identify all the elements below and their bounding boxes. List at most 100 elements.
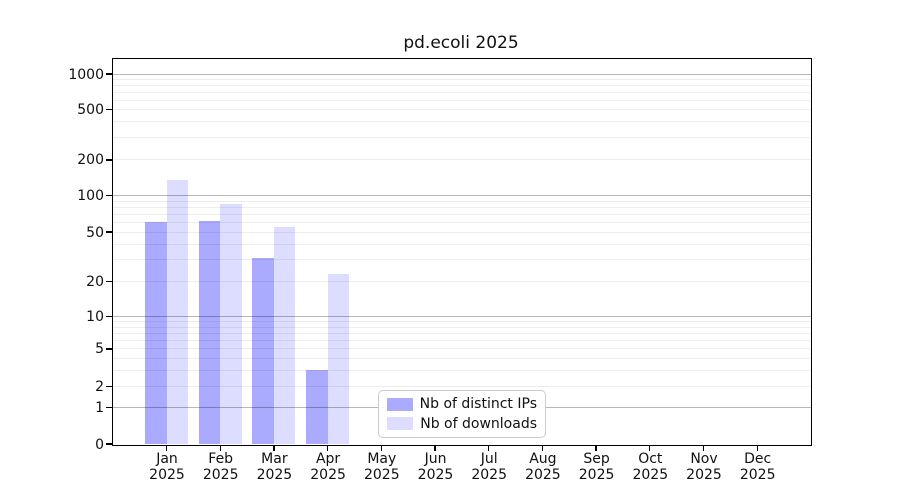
y-tick-50 [106,231,112,233]
gridline-minor [113,99,811,101]
x-tick-aug [541,445,544,451]
y-tick-100 [106,195,112,197]
y-tick-label-1000: 1000 [68,66,104,83]
y-tick-label-1: 1 [95,399,104,416]
x-tick-nov [702,445,705,451]
gridline-minor [113,259,811,261]
year-label: 2025 [686,467,722,483]
x-tick-label-sep: Sep 2025 [562,451,632,483]
month-label: Feb [208,451,234,467]
legend-item-distinct-ips: Nb of distinct IPs [387,396,537,412]
year-label: 2025 [310,467,346,483]
gridline-minor [113,137,811,139]
y-tick-1 [106,406,112,408]
y-tick-10 [106,315,112,318]
x-tick-label-mar: Mar 2025 [239,451,309,483]
plot-area: Nb of distinct IPs Nb of downloads [106,58,812,451]
y-tick-label-2: 2 [95,379,104,396]
x-tick-jun [434,445,436,451]
gridline-minor [113,369,811,371]
x-tick-label-jan: Jan 2025 [132,451,202,483]
y-tick-label-500: 500 [77,101,104,118]
year-label: 2025 [525,467,561,483]
y-tick-200 [106,159,112,161]
x-tick-label-apr: Apr 2025 [293,451,363,483]
gridline-minor [113,78,811,80]
legend-label-downloads: Nb of downloads [420,415,537,432]
bar-distinct-ips-jan [145,221,167,444]
y-tick-label-5: 5 [95,341,104,358]
x-tick-feb [219,445,221,451]
gridline-minor [113,357,811,359]
y-tick-0 [106,443,112,445]
gridline-minor [113,326,811,328]
year-label: 2025 [256,467,293,483]
legend-swatch-downloads [387,417,413,431]
y-tick-1000 [106,73,112,75]
y-tick-label-200: 200 [77,152,104,169]
year-label: 2025 [149,467,185,483]
y-tick-label-50: 50 [86,224,104,241]
y-tick-500 [106,108,112,110]
gridline-minor [113,243,811,245]
x-tick-sep [595,445,597,451]
gridline-minor [113,84,811,86]
year-label: 2025 [578,467,615,483]
bar-downloads-apr [327,274,350,444]
gridline-minor [113,348,811,350]
gridline-minor [113,321,811,323]
x-tick-oct [649,445,651,451]
gridline-minor [113,281,811,283]
gridline-minor [113,386,811,388]
gridline-minor [113,159,811,161]
y-tick-label-0: 0 [95,436,104,453]
y-tick-2 [106,386,112,388]
gridline-minor [113,332,811,334]
legend: Nb of distinct IPs Nb of downloads [378,390,546,438]
year-label: 2025 [202,467,239,483]
gridline-minor [113,121,811,123]
x-tick-may [380,445,382,451]
month-label: May [367,451,397,467]
gridline-minor [113,221,811,223]
month-label: Dec [744,451,772,467]
gridline-minor [113,200,811,202]
x-tick-jul [488,445,490,451]
gridline-minor [113,206,811,208]
gridline-minor [113,339,811,341]
y-tick-label-100: 100 [77,188,104,205]
month-label: Jan [156,451,178,467]
month-label: Sep [583,451,610,467]
x-tick-label-aug: Aug 2025 [508,451,578,483]
legend-swatch-distinct-ips [387,397,413,411]
x-tick-label-may: May 2025 [347,451,417,483]
month-label: Jun [424,451,447,467]
y-tick-5 [106,348,112,350]
chart-title: pd.ecoli 2025 [403,33,519,53]
month-label: Nov [690,451,718,467]
bar-downloads-feb [220,204,242,444]
year-label: 2025 [739,467,776,483]
gridline-major [113,73,811,75]
gridline-minor [113,108,811,110]
gridline-minor [113,231,811,233]
gridline-minor [113,213,811,215]
bar-distinct-ips-mar [252,257,274,444]
year-label: 2025 [471,467,507,483]
x-tick-label-oct: Oct 2025 [615,451,685,483]
x-tick-label-nov: Nov 2025 [669,451,739,483]
x-tick-apr [326,445,329,451]
x-tick-label-feb: Feb 2025 [186,451,256,483]
gridline-major [113,316,811,318]
year-label: 2025 [363,467,400,483]
x-tick-mar [273,445,275,451]
year-label: 2025 [417,467,454,483]
gridline-major [113,195,811,197]
bar-downloads-mar [273,227,296,444]
bar-distinct-ips-feb [198,220,221,444]
bar-distinct-ips-apr [306,370,328,444]
month-label: Jul [480,451,498,467]
month-label: Mar [261,451,288,467]
x-tick-label-dec: Dec 2025 [723,451,793,483]
y-tick-20 [106,280,112,283]
